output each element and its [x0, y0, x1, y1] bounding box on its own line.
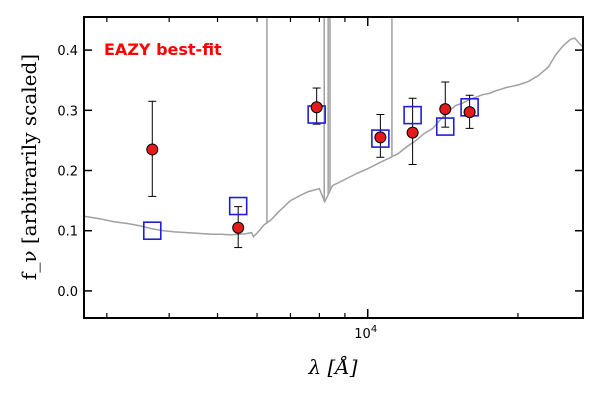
observed-flux-point — [406, 126, 419, 139]
annotation-label: EAZY best-fit — [104, 40, 222, 59]
model-flux-square — [371, 129, 390, 148]
y-tick-label: 0.2 — [57, 165, 78, 180]
x-tick-label: 104 — [354, 324, 377, 342]
y-tick-label: 0.3 — [57, 104, 78, 119]
y-tick-label: 0.4 — [57, 44, 78, 59]
observed-flux-point — [439, 103, 452, 116]
observed-flux-point — [463, 106, 476, 119]
observed-flux-point — [374, 131, 387, 144]
y-axis-label: f_ν [arbitrarily scaled] — [17, 54, 41, 280]
x-axis-label: λ [Å] — [307, 354, 357, 379]
y-tick-label: 0.0 — [57, 285, 78, 300]
y-tick-label: 0.1 — [57, 225, 78, 240]
observed-flux-point — [232, 221, 245, 234]
observed-flux-point — [146, 143, 159, 156]
model-flux-square — [228, 196, 248, 216]
template-layer — [84, 17, 583, 239]
observed-flux-point — [310, 101, 323, 114]
model-flux-square — [403, 105, 422, 125]
model-flux-square — [435, 117, 455, 136]
observed-layer — [146, 101, 476, 234]
model-layer — [142, 98, 479, 241]
tick-layer: 0.0 0.1 0.2 0.3 0.4 104 — [57, 17, 583, 342]
template-spectrum-line — [84, 37, 583, 239]
model-flux-square — [142, 221, 162, 241]
plot-frame — [83, 16, 584, 319]
